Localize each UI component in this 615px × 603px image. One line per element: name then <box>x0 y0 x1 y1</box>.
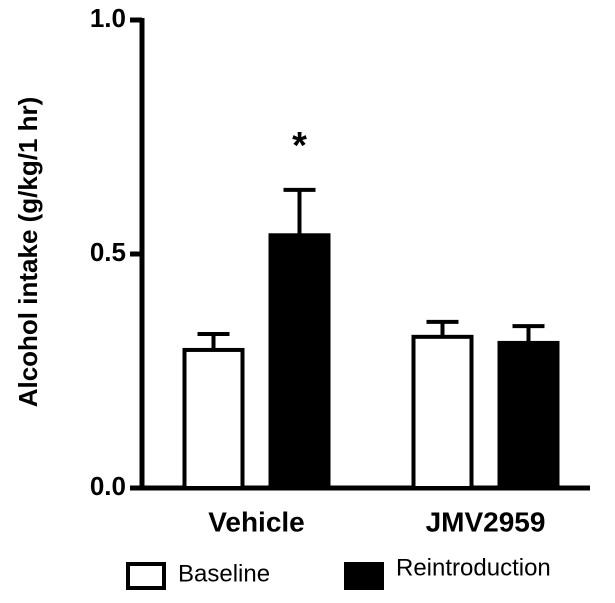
y-tick-label: 0.5 <box>90 237 126 267</box>
x-tick-label: Vehicle <box>208 506 305 537</box>
x-tick-label: JMV2959 <box>426 506 546 537</box>
bar <box>497 340 560 491</box>
y-tick-label: 1.0 <box>90 3 126 33</box>
legend-label: Baseline <box>178 560 270 587</box>
y-axis-label: Alcohol intake (g/kg/1 hr) <box>13 97 43 408</box>
bar <box>182 347 245 490</box>
bar <box>268 233 331 490</box>
legend-swatch <box>344 562 384 590</box>
bar <box>411 334 474 490</box>
legend-label: Reintroduction <box>396 554 551 581</box>
annotation: * <box>292 125 307 167</box>
legend-swatch <box>126 562 166 590</box>
y-tick-label: 0.0 <box>90 471 126 501</box>
